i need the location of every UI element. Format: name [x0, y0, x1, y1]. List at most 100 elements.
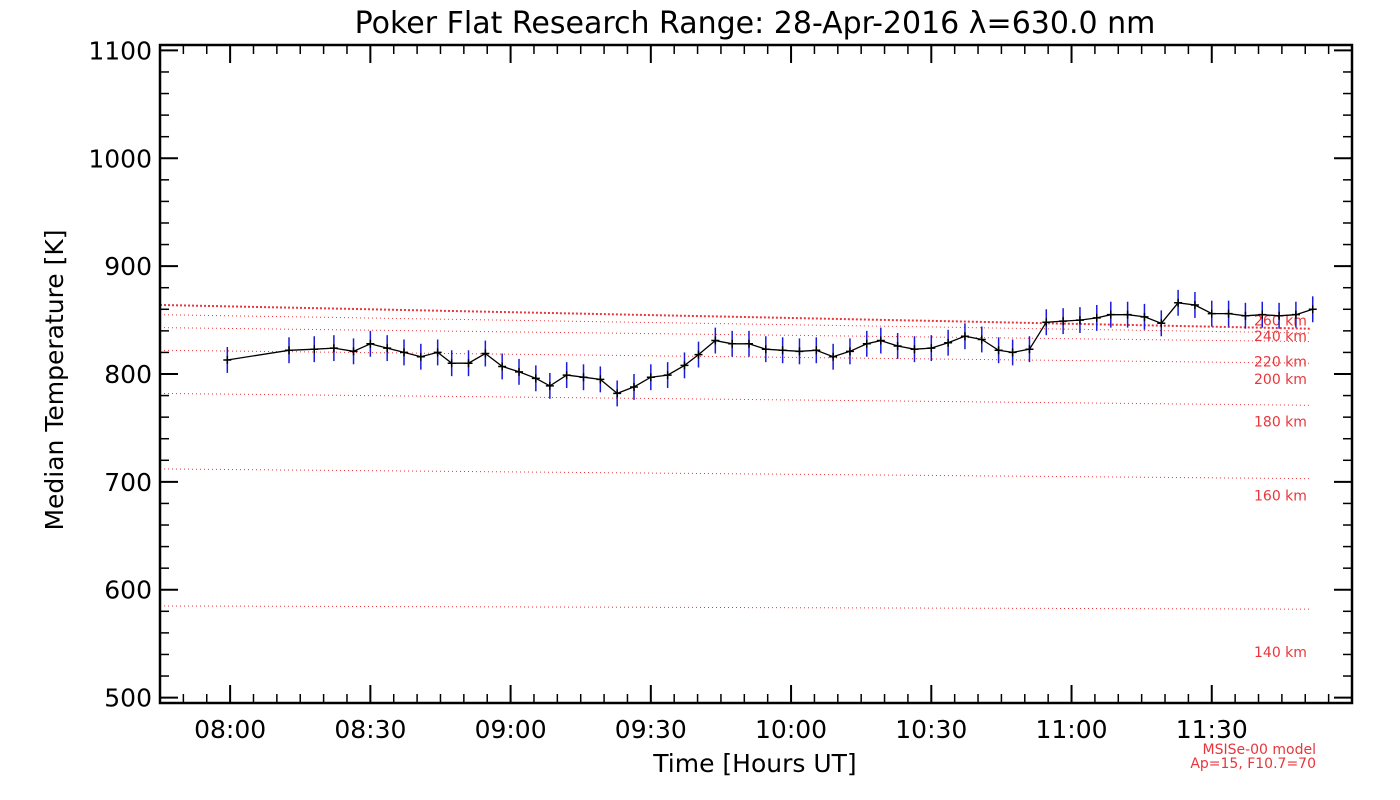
data-point	[744, 339, 753, 348]
model-curve	[159, 349, 1310, 364]
data-point	[562, 371, 571, 380]
data-point	[1075, 316, 1084, 325]
data-point	[400, 348, 409, 357]
data-point	[960, 332, 969, 341]
model-curve-label: 220 km	[1254, 355, 1307, 371]
model-curve	[159, 605, 1310, 610]
data-point	[433, 348, 442, 357]
model-curve	[159, 468, 1310, 480]
data-point	[795, 347, 804, 356]
data-point	[1207, 309, 1216, 318]
x-axis-label: Time [Hours UT]	[652, 749, 856, 778]
data-point	[329, 344, 338, 353]
data-point	[579, 373, 588, 382]
data-point	[285, 346, 294, 355]
y-tick-label: 500	[104, 684, 152, 713]
model-curve	[159, 327, 1310, 343]
chart-title: Poker Flat Research Range: 28-Apr-2016 λ…	[355, 6, 1156, 41]
data-series	[223, 289, 1317, 407]
data-point	[845, 347, 854, 356]
data-point	[1106, 310, 1115, 319]
x-tick-label: 09:00	[475, 715, 547, 744]
data-point	[778, 346, 787, 355]
data-point	[927, 344, 936, 353]
data-point	[531, 374, 540, 383]
data-point	[812, 346, 821, 355]
data-point	[1123, 310, 1132, 319]
data-point	[977, 335, 986, 344]
data-point	[481, 349, 490, 358]
data-point	[515, 367, 524, 376]
data-point	[1224, 309, 1233, 318]
data-point	[383, 344, 392, 353]
y-tick-label: 600	[104, 576, 152, 605]
x-tick-label: 10:30	[895, 715, 967, 744]
data-point	[416, 352, 425, 361]
data-point	[1092, 313, 1101, 322]
y-tick-label: 1100	[88, 36, 152, 65]
axes: 500 600 700 800 900 1000 1100 08:00 08:30 09:00 09…	[88, 36, 1354, 744]
data-point	[663, 371, 672, 380]
data-point	[728, 339, 737, 348]
data-point	[1025, 345, 1034, 354]
data-point	[862, 339, 871, 348]
y-axis-label: Median Temperature [K]	[40, 229, 69, 530]
data-point	[680, 361, 689, 370]
model-note-line-1: MSISe-00 model	[1202, 742, 1316, 758]
data-point	[1291, 310, 1300, 319]
x-tick-label: 08:00	[194, 715, 266, 744]
model-curve-label: 260 km	[1254, 314, 1307, 330]
data-point	[761, 345, 770, 354]
data-point	[1157, 319, 1166, 328]
model-curve-label: 180 km	[1254, 414, 1307, 430]
data-point	[711, 336, 720, 345]
data-point	[498, 362, 507, 371]
data-point	[1059, 317, 1068, 326]
model-curve-label: 200 km	[1254, 372, 1307, 388]
data-point	[223, 355, 232, 364]
data-point	[944, 338, 953, 347]
x-tick-label: 11:30	[1176, 715, 1248, 744]
model-curve-label: 140 km	[1254, 645, 1307, 661]
data-point	[646, 373, 655, 382]
y-tick-label: 700	[104, 468, 152, 497]
data-point	[464, 359, 473, 368]
data-point	[994, 346, 1003, 355]
data-point	[1140, 312, 1149, 321]
data-point	[447, 359, 456, 368]
data-point	[876, 336, 885, 345]
data-point	[1174, 298, 1183, 307]
plot-frame	[158, 43, 1354, 705]
data-point	[349, 347, 358, 356]
data-point	[613, 389, 622, 398]
data-point	[910, 345, 919, 354]
data-point	[1190, 300, 1199, 309]
data-point	[310, 345, 319, 354]
data-point	[1275, 311, 1284, 320]
x-tick-label: 11:00	[1036, 715, 1108, 744]
data-point	[366, 339, 375, 348]
y-tick-label: 800	[104, 360, 152, 389]
data-point	[1008, 348, 1017, 357]
data-point	[1308, 305, 1317, 314]
data-point	[893, 341, 902, 350]
x-tick-label: 09:30	[615, 715, 687, 744]
x-tick-label: 08:30	[334, 715, 406, 744]
data-point	[1042, 318, 1051, 327]
model-note-line-2: Ap=15, F10.7=70	[1190, 756, 1316, 772]
data-point	[596, 375, 605, 384]
y-tick-label: 900	[104, 252, 152, 281]
model-curve	[159, 303, 1310, 330]
data-point	[1241, 311, 1250, 320]
data-point	[545, 381, 554, 390]
model-curve-label: 160 km	[1254, 489, 1307, 505]
data-point	[1258, 310, 1267, 319]
model-curve-label: 240 km	[1254, 329, 1307, 345]
model-curve	[159, 392, 1310, 406]
y-tick-label: 1000	[88, 144, 152, 173]
data-point	[629, 382, 638, 391]
x-tick-label: 10:00	[755, 715, 827, 744]
data-point	[829, 352, 838, 361]
